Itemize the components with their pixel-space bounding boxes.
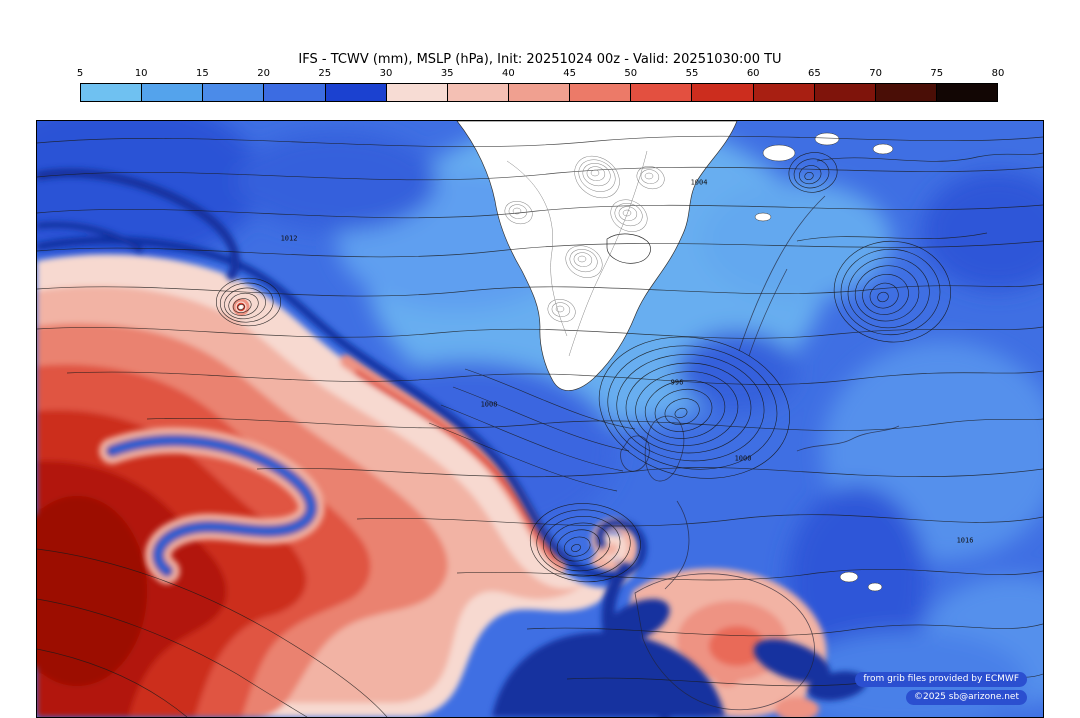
colorbar-segment bbox=[386, 84, 448, 101]
navy-filaments bbox=[37, 168, 867, 717]
isobar-contours bbox=[37, 135, 1043, 717]
colorbar-segment bbox=[81, 84, 143, 101]
white-dry-regions bbox=[456, 121, 894, 592]
colorbar-tick-label: 80 bbox=[991, 68, 1005, 79]
colorbar-ticks: 5 10 15 20 25 30 35 40 45 50 55 60 65 70 75 80 bbox=[76, 68, 1005, 83]
greenland-terrain-contours bbox=[504, 150, 665, 357]
low-pressure-spirals bbox=[215, 152, 951, 583]
weather-map-svg bbox=[37, 121, 1043, 717]
colorbar-segment bbox=[508, 84, 571, 101]
colorbar-tick-label: 20 bbox=[257, 68, 270, 79]
colorbar-segment bbox=[692, 84, 754, 101]
colorbar-segment bbox=[631, 84, 693, 101]
colorbar-tick-label: 60 bbox=[746, 68, 760, 79]
colorbar-segment bbox=[142, 84, 204, 101]
coastlines bbox=[620, 195, 900, 711]
data-source-credit: from grib files provided by ECMWF bbox=[855, 671, 1027, 687]
colorbar-segment bbox=[875, 84, 937, 101]
colorbar-segment bbox=[325, 84, 387, 101]
colorbar-tick-label: 15 bbox=[196, 68, 209, 79]
colorbar-tick-label: 75 bbox=[930, 68, 944, 79]
colorbar-tick-label: 10 bbox=[134, 68, 148, 79]
colorbar-tick-label: 30 bbox=[379, 68, 393, 79]
weather-map: 996 1000 1004 1008 1012 1016 from grib f… bbox=[36, 120, 1044, 718]
colorbar-segments bbox=[80, 83, 998, 102]
colorbar-tick-label: 5 bbox=[76, 68, 84, 79]
colorbar-segment bbox=[814, 84, 876, 101]
colorbar-tick-label: 65 bbox=[808, 68, 821, 79]
colorbar-tick-label: 45 bbox=[563, 68, 576, 79]
colorbar-segment bbox=[447, 84, 509, 101]
colorbar-tick-label: 40 bbox=[502, 68, 515, 79]
colorbar-tick-label: 50 bbox=[624, 68, 638, 79]
colorbar: 5 10 15 20 25 30 35 40 45 50 55 60 65 70 75 80 bbox=[76, 68, 1005, 102]
colorbar-segment bbox=[753, 84, 815, 101]
colorbar-tick-label: 25 bbox=[318, 68, 332, 79]
colorbar-tick-label: 55 bbox=[685, 68, 699, 79]
copyright-credit: ©2025 sb@arizone.net bbox=[906, 689, 1027, 705]
colorbar-segment bbox=[936, 84, 998, 101]
figure-title: IFS - TCWV (mm), MSLP (hPa), Init: 20251… bbox=[298, 52, 782, 67]
colorbar-segment bbox=[203, 84, 265, 101]
colorbar-segment bbox=[264, 84, 326, 101]
colorbar-tick-label: 70 bbox=[869, 68, 882, 79]
colorbar-tick-label: 35 bbox=[440, 68, 454, 79]
colorbar-segment bbox=[570, 84, 632, 101]
